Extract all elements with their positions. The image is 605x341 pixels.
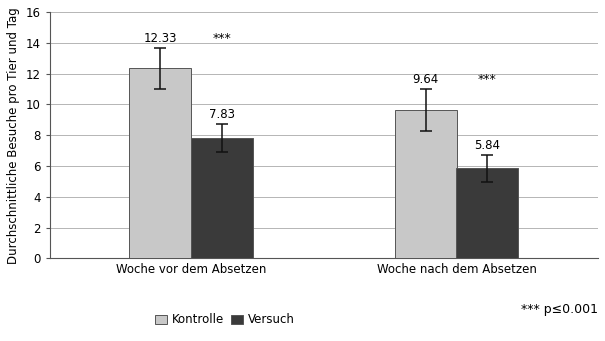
Text: 12.33: 12.33 <box>143 32 177 45</box>
Text: 5.84: 5.84 <box>474 139 500 152</box>
Bar <box>129 69 191 258</box>
Text: ***: *** <box>213 32 232 45</box>
Bar <box>457 168 518 258</box>
Text: 9.64: 9.64 <box>413 73 439 86</box>
Bar <box>191 138 253 258</box>
Y-axis label: Durchschnittliche Besuche pro Tier und Tag: Durchschnittliche Besuche pro Tier und T… <box>7 7 20 264</box>
Text: ***: *** <box>478 73 497 86</box>
Legend: Kontrolle, Versuch: Kontrolle, Versuch <box>151 309 299 331</box>
Text: *** p≤0.001: *** p≤0.001 <box>521 303 598 316</box>
Bar <box>394 110 457 258</box>
Text: 7.83: 7.83 <box>209 108 235 121</box>
